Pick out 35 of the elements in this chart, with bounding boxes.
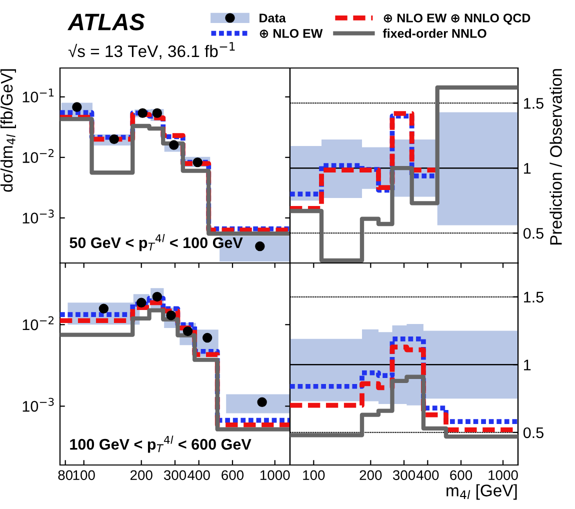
x-tick-label: 300 xyxy=(164,470,186,480)
x-tick-label: 80 xyxy=(58,470,73,480)
x-tick-label: 100 xyxy=(303,470,325,480)
y-axis-title: dσ/dm$_{4l}$ [fb/GeV] xyxy=(0,69,16,192)
x-tick-label: 100 xyxy=(73,470,95,480)
y-tick-label: 10$^{−3}$ xyxy=(22,398,54,412)
legend-label: Data xyxy=(260,14,286,22)
x-tick-label: 600 xyxy=(450,470,472,480)
legend-label: ⊕ NLO EW ⊕ NNLO QCD xyxy=(384,14,530,25)
chart-subtitle: √s = 13 TeV, 36.1 fb$^{−1}$ xyxy=(68,42,235,60)
y2-axis-title: Prediction / Observation xyxy=(550,69,562,244)
y2-tick-label: 0.5 xyxy=(523,228,544,239)
x-tick-label: 400 xyxy=(416,470,439,480)
x-tick-label: 1000 xyxy=(488,470,518,480)
y-tick-label: 10$^{−1}$ xyxy=(22,88,54,102)
y-tick-label: 10$^{−2}$ xyxy=(22,316,54,330)
x-tick-label: 600 xyxy=(222,470,244,480)
x-tick-label: 200 xyxy=(130,470,152,480)
y2-tick-label: 0.5 xyxy=(523,427,544,438)
legend-label: ⊕ NLO EW xyxy=(260,28,323,38)
legend-label: fixed-order NNLO xyxy=(382,28,486,38)
annotation: 100 GeV < p$_{T}$$^{4l}$ < 600 GeV xyxy=(70,436,252,453)
y2-tick-label: 1 xyxy=(524,360,531,370)
x-tick-label: 400 xyxy=(188,470,210,480)
annotation: 50 GeV < p$_{T}$$^{4l}$ < 100 GeV xyxy=(70,234,243,252)
x-axis-title: m$_{4l}$ [GeV] xyxy=(446,484,517,500)
x-tick-label: 1000 xyxy=(260,470,290,480)
y2-tick-label: 1.5 xyxy=(524,98,544,109)
x-tick-label: 200 xyxy=(360,470,382,480)
y-tick-label: 10$^{−2}$ xyxy=(22,149,54,163)
chart-title: ATLAS xyxy=(68,14,145,30)
y2-tick-label: 1 xyxy=(524,163,531,174)
y-tick-label: 10$^{−3}$ xyxy=(22,210,54,224)
x-tick-label: 300 xyxy=(392,470,416,480)
y2-tick-label: 1.5 xyxy=(524,292,544,303)
